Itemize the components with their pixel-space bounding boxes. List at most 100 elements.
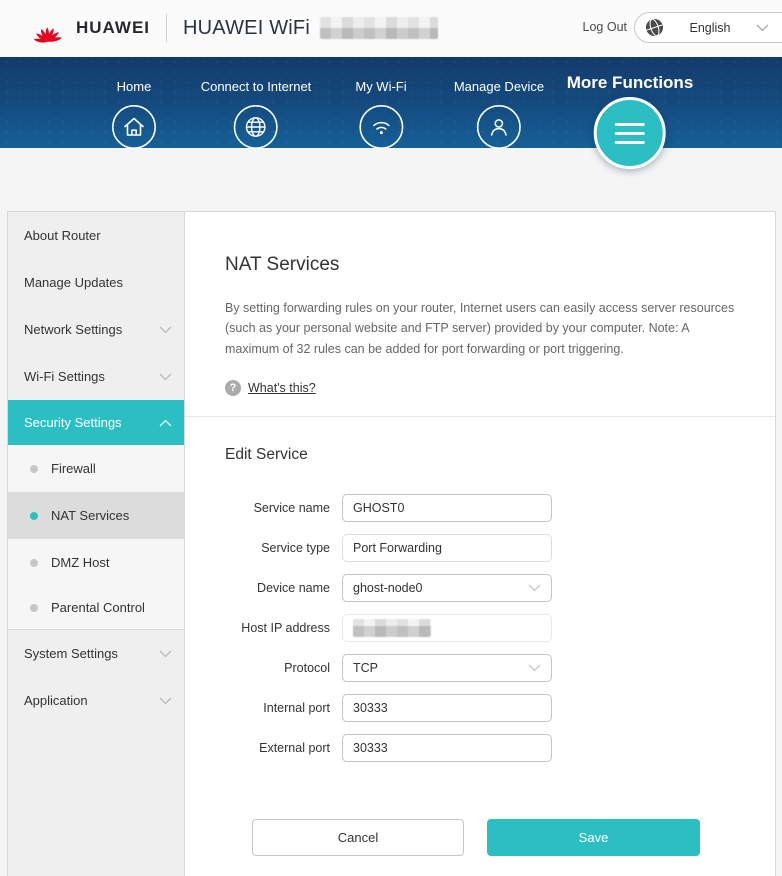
wifi-icon [358,104,403,150]
protocol-select[interactable]: TCP [342,654,552,682]
protocol-value: TCP [353,661,378,675]
cancel-button[interactable]: Cancel [252,819,464,856]
language-selector[interactable]: English [634,12,782,43]
language-globe-icon [645,18,664,37]
service-name-input[interactable] [342,494,552,522]
page-description: By setting forwarding rules on your rout… [225,301,735,356]
chevron-down-icon [159,373,172,380]
sidebar-subitem-label: DMZ Host [51,555,110,570]
form-row-internal-port: Internal port [185,694,775,722]
chevron-down-icon [528,584,541,592]
form-row-protocol: Protocol TCP [185,654,775,682]
service-type-label: Service type [261,541,330,555]
sidebar-item-security-settings[interactable]: Security Settings [8,400,184,445]
edit-service-form: Service name Service type Port Forwardin… [185,494,775,774]
internal-port-label: Internal port [263,701,330,715]
sidebar-subitem-nat-services[interactable]: NAT Services [8,492,184,539]
external-port-label: External port [259,741,330,755]
form-row-service-type: Service type Port Forwarding [185,534,775,562]
whats-this-label: What's this? [248,381,316,395]
nav-label: Home [116,79,152,94]
sidebar-item-manage-updates[interactable]: Manage Updates [8,259,184,306]
language-value: English [689,20,731,35]
nav-item-my-wifi[interactable]: My Wi-Fi [355,57,407,155]
brand-wordmark: HUAWEI [76,18,150,37]
host-ip-redacted [353,619,431,637]
internal-port-input[interactable] [342,694,552,722]
sidebar-item-label: System Settings [24,646,118,661]
logout-link[interactable]: Log Out [582,20,627,34]
sidebar-subitem-firewall[interactable]: Firewall [8,445,184,492]
nav-label: More Functions [566,73,694,92]
bullet-icon [30,464,38,473]
menu-icon[interactable] [594,97,666,169]
device-name-select[interactable]: ghost-node0 [342,574,552,602]
sidebar-item-about-router[interactable]: About Router [8,212,184,259]
sidebar-item-label: Manage Updates [24,275,124,290]
globe-icon [233,104,278,150]
sidebar-item-label: Wi-Fi Settings [24,369,105,384]
form-row-external-port: External port [185,734,775,762]
form-row-service-name: Service name [185,494,775,522]
edit-service-heading: Edit Service [225,446,308,463]
settings-sidebar: About Router Manage Updates Network Sett… [7,211,185,876]
main-nav: Home Connect to Internet My Wi-Fi [0,57,782,169]
sidebar-subitem-dmz-host[interactable]: DMZ Host [8,539,184,586]
service-type-field: Port Forwarding [342,534,552,562]
header-divider [166,14,167,42]
user-icon [476,104,521,150]
app-header: HUAWEI HUAWEI WiFi Log Out English [0,0,782,57]
nav-label: My Wi-Fi [355,79,407,94]
chevron-up-icon [159,419,172,426]
chevron-down-icon [159,326,172,333]
page-title: NAT Services [225,254,340,275]
chevron-down-icon [159,697,172,704]
sidebar-item-application[interactable]: Application [8,677,184,724]
protocol-label: Protocol [284,661,330,675]
help-icon: ? [225,380,241,396]
chevron-down-icon [528,664,541,672]
sidebar-item-label: About Router [24,228,101,243]
sidebar-item-wifi-settings[interactable]: Wi-Fi Settings [8,353,184,400]
sidebar-item-label: Network Settings [24,322,123,337]
section-divider [185,416,775,417]
bullet-icon [30,511,38,520]
huawei-logo-icon [33,27,62,43]
sidebar-subitem-label: Firewall [51,461,96,476]
form-row-host-ip: Host IP address [185,614,775,642]
save-button[interactable]: Save [487,819,700,856]
brand-area: HUAWEI HUAWEI WiFi [28,12,438,44]
language-chevron-down-icon [756,24,769,31]
sidebar-item-label: Application [24,693,88,708]
sidebar-divider [8,629,184,630]
nav-item-connect-to-internet[interactable]: Connect to Internet [200,57,312,155]
content-panel: NAT Services By setting forwarding rules… [185,211,776,876]
form-row-device-name: Device name ghost-node0 [185,574,775,602]
security-submenu: Firewall NAT Services DMZ Host Parental … [8,445,184,629]
chevron-down-icon [159,650,172,657]
service-name-label: Service name [253,501,330,515]
nav-label: Manage Device [453,79,545,94]
sidebar-subitem-parental-control[interactable]: Parental Control [8,586,184,629]
sidebar-item-system-settings[interactable]: System Settings [8,630,184,677]
model-name-redacted [320,17,438,39]
host-ip-field [342,614,552,642]
sidebar-subitem-label: NAT Services [51,508,130,523]
sidebar-item-network-settings[interactable]: Network Settings [8,306,184,353]
nav-item-more-functions[interactable]: More Functions [566,57,694,169]
nav-item-home[interactable]: Home [111,57,157,155]
host-ip-label: Host IP address [241,621,330,635]
device-name-label: Device name [257,581,330,595]
device-name-value: ghost-node0 [353,581,423,595]
home-icon [111,104,157,150]
bullet-icon [30,558,38,567]
nav-item-manage-device[interactable]: Manage Device [454,57,544,155]
sidebar-subitem-label: Parental Control [51,600,145,615]
whats-this-link[interactable]: ? What's this? [225,380,316,396]
external-port-input[interactable] [342,734,552,762]
nav-label: Connect to Internet [200,79,312,94]
product-title: HUAWEI WiFi [183,16,310,39]
service-type-value: Port Forwarding [353,541,442,555]
sidebar-item-label: Security Settings [24,415,122,430]
bullet-icon [30,603,38,612]
